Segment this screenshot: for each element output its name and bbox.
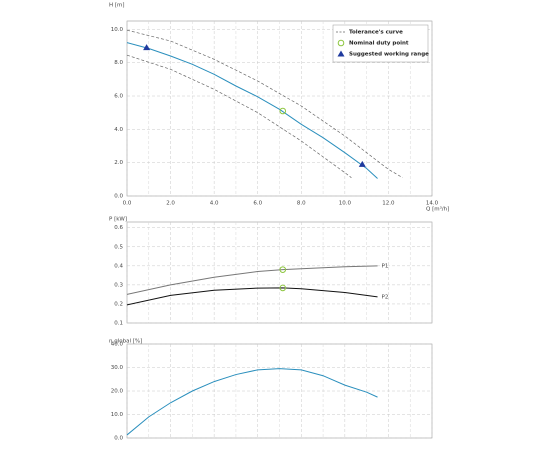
y-axis-label: H [m] bbox=[109, 3, 125, 9]
curve bbox=[126, 42, 378, 179]
duty-point bbox=[279, 266, 287, 273]
legend-marker bbox=[337, 39, 345, 47]
y-tick-label: 0.0 bbox=[114, 436, 123, 442]
x-tick-label: 10.0 bbox=[339, 201, 352, 207]
duty-point bbox=[279, 284, 287, 292]
y-axis-label: η global [%] bbox=[109, 339, 142, 345]
legend-box bbox=[332, 24, 429, 63]
series-label: P2 bbox=[382, 294, 389, 300]
x-tick-label: 14.0 bbox=[426, 201, 439, 207]
y-tick-label: 0.2 bbox=[114, 301, 123, 307]
y-tick-label: 10.0 bbox=[111, 27, 124, 33]
legend-label: Suggested working range bbox=[349, 52, 429, 58]
duty-point bbox=[279, 107, 287, 115]
y-tick-label: 30.0 bbox=[111, 365, 124, 371]
y-tick-label: 4.0 bbox=[114, 127, 123, 133]
y-tick-label: 6.0 bbox=[114, 94, 123, 100]
x-tick-label: 0.0 bbox=[123, 201, 132, 207]
legend-label: Tolerance's curve bbox=[349, 30, 403, 36]
x-tick-label: 6.0 bbox=[253, 201, 262, 207]
y-tick-label: 10.0 bbox=[111, 412, 124, 418]
curve bbox=[126, 287, 378, 306]
x-tick-label: 8.0 bbox=[297, 201, 306, 207]
working-range-marker bbox=[143, 44, 151, 51]
y-axis-label: P [kW] bbox=[109, 217, 127, 223]
curve bbox=[126, 368, 378, 436]
x-axis-label: Q [m³/h] bbox=[426, 206, 449, 213]
legend-marker bbox=[337, 50, 345, 57]
y-tick-label: 20.0 bbox=[111, 389, 124, 395]
y-tick-label: 0.4 bbox=[114, 263, 123, 269]
working-range-marker bbox=[358, 160, 366, 167]
y-tick-label: 0.1 bbox=[114, 321, 123, 327]
curve bbox=[126, 265, 378, 295]
y-tick-label: 40.0 bbox=[111, 342, 124, 348]
legend-label: Nominal duty point bbox=[349, 41, 409, 47]
y-tick-label: 0.6 bbox=[114, 225, 123, 231]
x-tick-label: 4.0 bbox=[210, 201, 219, 207]
x-tick-label: 2.0 bbox=[166, 201, 175, 207]
y-tick-label: 2.0 bbox=[114, 160, 123, 166]
curve bbox=[126, 54, 352, 178]
y-tick-label: 0.5 bbox=[114, 244, 123, 250]
y-tick-label: 8.0 bbox=[114, 60, 123, 66]
x-tick-label: 12.0 bbox=[382, 201, 395, 207]
y-tick-label: 0.0 bbox=[114, 194, 123, 200]
series-label: P1 bbox=[382, 263, 389, 269]
y-tick-label: 0.3 bbox=[114, 282, 123, 288]
curve bbox=[126, 29, 403, 178]
